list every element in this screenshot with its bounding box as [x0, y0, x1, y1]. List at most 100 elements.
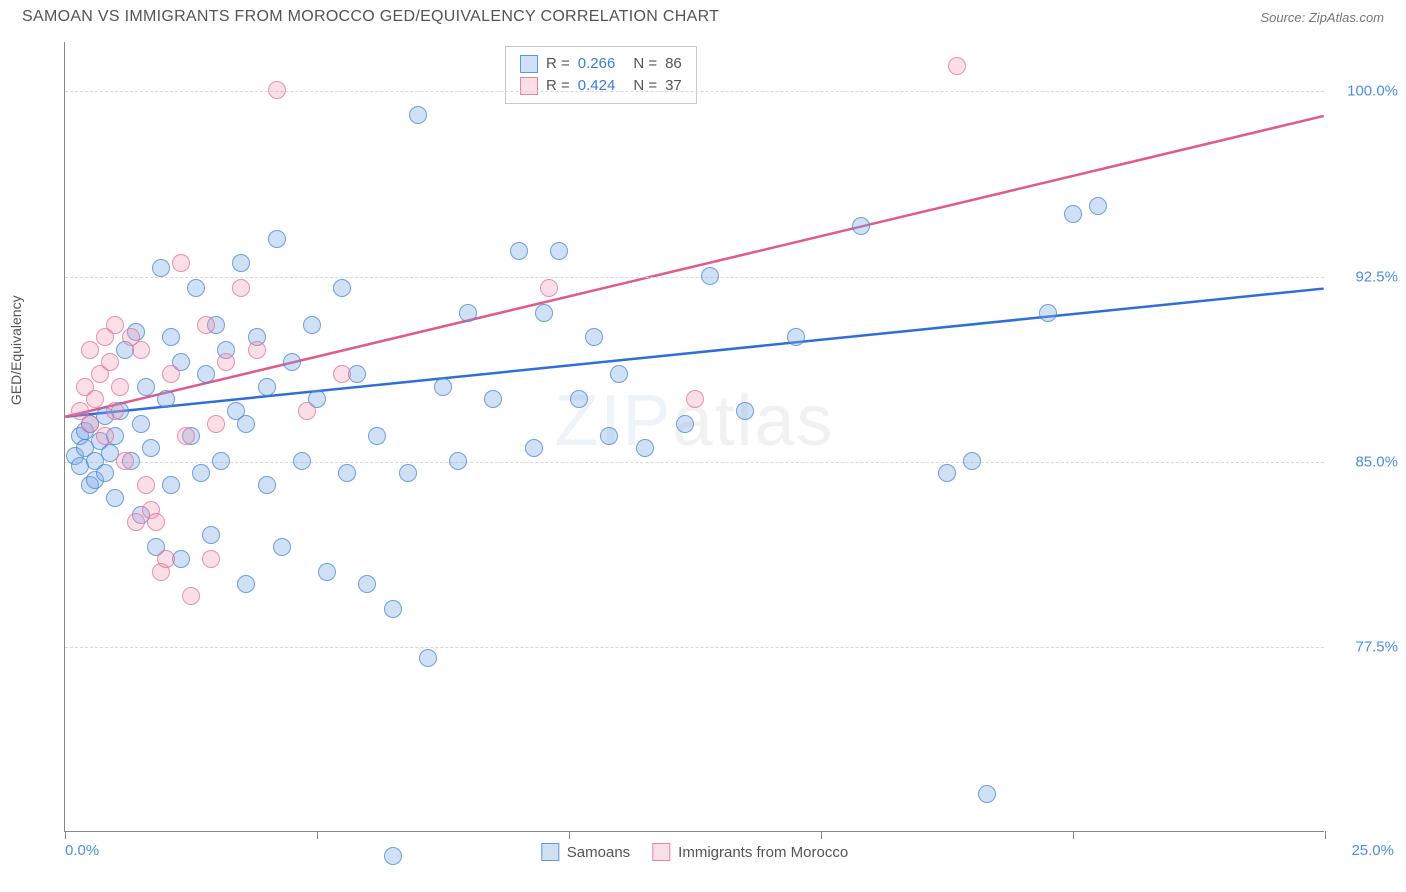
data-point	[938, 464, 956, 482]
data-point	[182, 587, 200, 605]
legend-label: Samoans	[567, 844, 630, 861]
y-tick-label: 92.5%	[1334, 268, 1398, 285]
data-point	[550, 242, 568, 260]
data-point	[736, 402, 754, 420]
y-axis-label: GED/Equivalency	[8, 295, 24, 405]
data-point	[81, 341, 99, 359]
chart-container: GED/Equivalency ZIPatlas R = 0.266 N = 8…	[22, 42, 1384, 862]
data-point	[459, 304, 477, 322]
data-point	[399, 464, 417, 482]
data-point	[111, 378, 129, 396]
x-tick-label: 25.0%	[1351, 842, 1394, 859]
gridline	[65, 462, 1324, 463]
data-point	[268, 230, 286, 248]
data-point	[963, 452, 981, 470]
x-tick	[569, 831, 570, 839]
data-point	[106, 402, 124, 420]
data-point	[303, 316, 321, 334]
data-point	[338, 464, 356, 482]
gridline	[65, 277, 1324, 278]
data-point	[132, 415, 150, 433]
legend-item: Samoans	[541, 843, 630, 861]
data-point	[172, 254, 190, 272]
data-point	[676, 415, 694, 433]
legend-item: Immigrants from Morocco	[652, 843, 848, 861]
data-point	[273, 538, 291, 556]
data-point	[384, 600, 402, 618]
data-point	[106, 316, 124, 334]
data-point	[132, 341, 150, 359]
data-point	[434, 378, 452, 396]
data-point	[96, 427, 114, 445]
data-point	[449, 452, 467, 470]
data-point	[570, 390, 588, 408]
data-point	[540, 279, 558, 297]
x-tick	[317, 831, 318, 839]
data-point	[197, 316, 215, 334]
data-point	[510, 242, 528, 260]
square-icon	[520, 55, 538, 73]
data-point	[137, 476, 155, 494]
square-icon	[541, 843, 559, 861]
chart-title: SAMOAN VS IMMIGRANTS FROM MOROCCO GED/EQ…	[22, 8, 719, 26]
data-point	[419, 649, 437, 667]
header: SAMOAN VS IMMIGRANTS FROM MOROCCO GED/EQ…	[0, 0, 1406, 30]
data-point	[217, 353, 235, 371]
corr-row: R = 0.266 N = 86	[520, 53, 682, 75]
y-tick-label: 85.0%	[1334, 453, 1398, 470]
data-point	[162, 328, 180, 346]
r-label: R =	[546, 53, 570, 75]
corr-row: R = 0.424 N = 37	[520, 75, 682, 97]
data-point	[152, 259, 170, 277]
r-value: 0.266	[578, 53, 616, 75]
data-point	[237, 575, 255, 593]
data-point	[948, 57, 966, 75]
data-point	[600, 427, 618, 445]
data-point	[232, 254, 250, 272]
data-point	[293, 452, 311, 470]
data-point	[96, 464, 114, 482]
data-point	[116, 452, 134, 470]
series-legend: Samoans Immigrants from Morocco	[541, 843, 848, 861]
data-point	[106, 489, 124, 507]
r-value: 0.424	[578, 75, 616, 97]
data-point	[358, 575, 376, 593]
data-point	[147, 513, 165, 531]
data-point	[232, 279, 250, 297]
data-point	[852, 217, 870, 235]
data-point	[192, 464, 210, 482]
data-point	[535, 304, 553, 322]
data-point	[177, 427, 195, 445]
data-point	[333, 279, 351, 297]
data-point	[202, 526, 220, 544]
data-point	[207, 415, 225, 433]
trend-lines	[65, 42, 1324, 831]
data-point	[258, 476, 276, 494]
data-point	[585, 328, 603, 346]
trend-line	[65, 116, 1323, 417]
data-point	[212, 452, 230, 470]
data-point	[101, 353, 119, 371]
n-label: N =	[633, 53, 657, 75]
data-point	[701, 267, 719, 285]
data-point	[318, 563, 336, 581]
square-icon	[652, 843, 670, 861]
x-tick	[1325, 831, 1326, 839]
data-point	[484, 390, 502, 408]
plot-area: ZIPatlas R = 0.266 N = 86 R = 0.424 N = …	[64, 42, 1324, 832]
source-attribution: Source: ZipAtlas.com	[1260, 10, 1384, 25]
x-tick	[821, 831, 822, 839]
data-point	[636, 439, 654, 457]
data-point	[298, 402, 316, 420]
x-tick	[65, 831, 66, 839]
data-point	[137, 378, 155, 396]
data-point	[237, 415, 255, 433]
correlation-legend: R = 0.266 N = 86 R = 0.424 N = 37	[505, 46, 697, 104]
gridline	[65, 91, 1324, 92]
data-point	[157, 390, 175, 408]
data-point	[1064, 205, 1082, 223]
data-point	[81, 415, 99, 433]
data-point	[162, 476, 180, 494]
data-point	[978, 785, 996, 803]
data-point	[1039, 304, 1057, 322]
